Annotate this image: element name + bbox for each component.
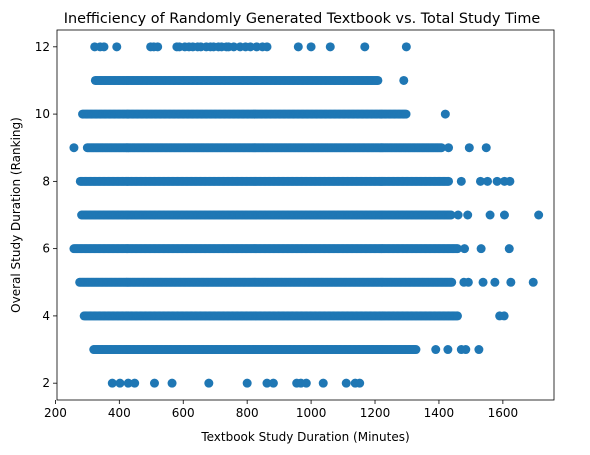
data-point: [492, 176, 502, 186]
data-point: [149, 378, 159, 388]
data-point: [262, 378, 272, 388]
data-point: [504, 244, 514, 254]
data-point: [440, 109, 450, 119]
data-point: [446, 210, 456, 220]
data-point: [444, 176, 454, 186]
data-point: [437, 143, 446, 153]
x-tick-label: 1600: [488, 406, 519, 420]
data-point: [130, 378, 140, 388]
data-point: [443, 345, 453, 355]
data-point: [447, 277, 457, 287]
data-point: [293, 42, 303, 52]
data-point: [69, 143, 79, 153]
data-point: [460, 244, 470, 254]
data-point: [123, 378, 133, 388]
y-axis: 2 4 6 8 10 12: [35, 40, 57, 390]
y-axis-label: Overal Study Duration (Ranking): [9, 117, 23, 313]
data-point: [229, 42, 239, 52]
data-point: [475, 176, 485, 186]
data-point: [461, 345, 471, 355]
data-point: [306, 42, 316, 52]
y-tick-label: 10: [35, 107, 50, 121]
x-axis-label: Textbook Study Duration (Minutes): [200, 430, 409, 444]
data-point: [268, 378, 278, 388]
data-point: [99, 42, 109, 52]
data-point: [325, 42, 335, 52]
data-point: [528, 277, 538, 287]
data-point: [204, 378, 214, 388]
data-point: [452, 311, 462, 321]
y-tick-label: 8: [42, 174, 50, 188]
data-point: [453, 210, 463, 220]
data-point: [464, 143, 474, 153]
data-point: [341, 378, 351, 388]
y-tick-label: 4: [42, 309, 50, 323]
x-tick-label: 600: [172, 406, 195, 420]
data-point: [242, 378, 252, 388]
data-point: [506, 277, 516, 287]
data-point: [115, 378, 125, 388]
data-point: [245, 42, 255, 52]
data-point: [318, 378, 328, 388]
data-point: [499, 210, 509, 220]
plot-frame: [56, 29, 555, 401]
data-point: [355, 378, 365, 388]
x-tick-label: 200: [44, 406, 67, 420]
data-point: [399, 75, 409, 85]
data-point: [534, 210, 544, 220]
data-point: [463, 277, 473, 287]
data-point: [431, 345, 441, 355]
x-tick-label: 1200: [360, 406, 391, 420]
data-point: [452, 244, 462, 254]
data-point: [373, 75, 383, 85]
data-point: [401, 42, 411, 52]
data-point: [505, 176, 515, 186]
data-point: [444, 143, 454, 153]
data-point: [485, 210, 495, 220]
data-point: [411, 345, 421, 355]
data-point: [499, 311, 509, 321]
data-point: [456, 176, 466, 186]
x-tick-label: 1000: [296, 406, 327, 420]
chart-title: Inefficiency of Randomly Generated Textb…: [64, 11, 541, 27]
data-point: [401, 109, 411, 119]
x-tick-label: 800: [236, 406, 259, 420]
data-point: [474, 345, 484, 355]
y-tick-label: 12: [35, 40, 50, 54]
data-point: [167, 378, 177, 388]
x-axis: 200 400 600 800 1000 1200 1400 1600: [44, 400, 518, 420]
data-points: [69, 42, 544, 388]
y-tick-label: 6: [42, 242, 50, 256]
data-point: [478, 277, 488, 287]
data-point: [463, 210, 473, 220]
y-tick-label: 2: [42, 376, 50, 390]
data-point: [360, 42, 370, 52]
data-point: [483, 176, 493, 186]
data-point: [262, 42, 272, 52]
data-point: [112, 42, 122, 52]
x-tick-label: 400: [108, 406, 131, 420]
data-point: [481, 143, 491, 153]
x-tick-label: 1400: [424, 406, 455, 420]
data-point: [301, 378, 311, 388]
data-point: [107, 378, 117, 388]
data-point: [490, 277, 500, 287]
data-point: [476, 244, 486, 254]
data-point: [153, 42, 163, 52]
